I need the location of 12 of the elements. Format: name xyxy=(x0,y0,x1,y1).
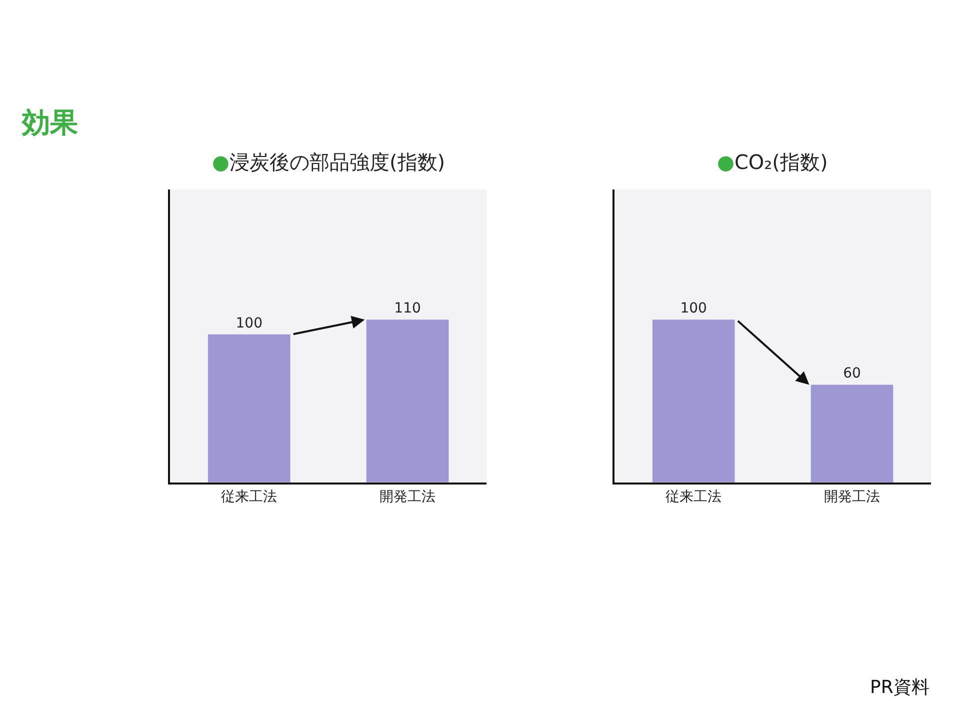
text: PR資料 xyxy=(870,677,930,698)
x-tick-label: 従来工法 xyxy=(221,489,278,506)
x-tick-label: 開発工法 xyxy=(824,489,880,506)
data-label: 100 xyxy=(236,315,262,332)
text: 効果 xyxy=(21,106,78,139)
x-tick-label: 開発工法 xyxy=(380,489,436,506)
x-tick-label: 従来工法 xyxy=(666,489,722,506)
chart-title: ●CO₂(指数) xyxy=(717,150,828,174)
data-label: 100 xyxy=(680,300,707,317)
data-label: 110 xyxy=(394,300,421,317)
data-label: 60 xyxy=(843,366,861,382)
chart-title: ●浸炭後の部品強度(指数) xyxy=(212,150,446,174)
